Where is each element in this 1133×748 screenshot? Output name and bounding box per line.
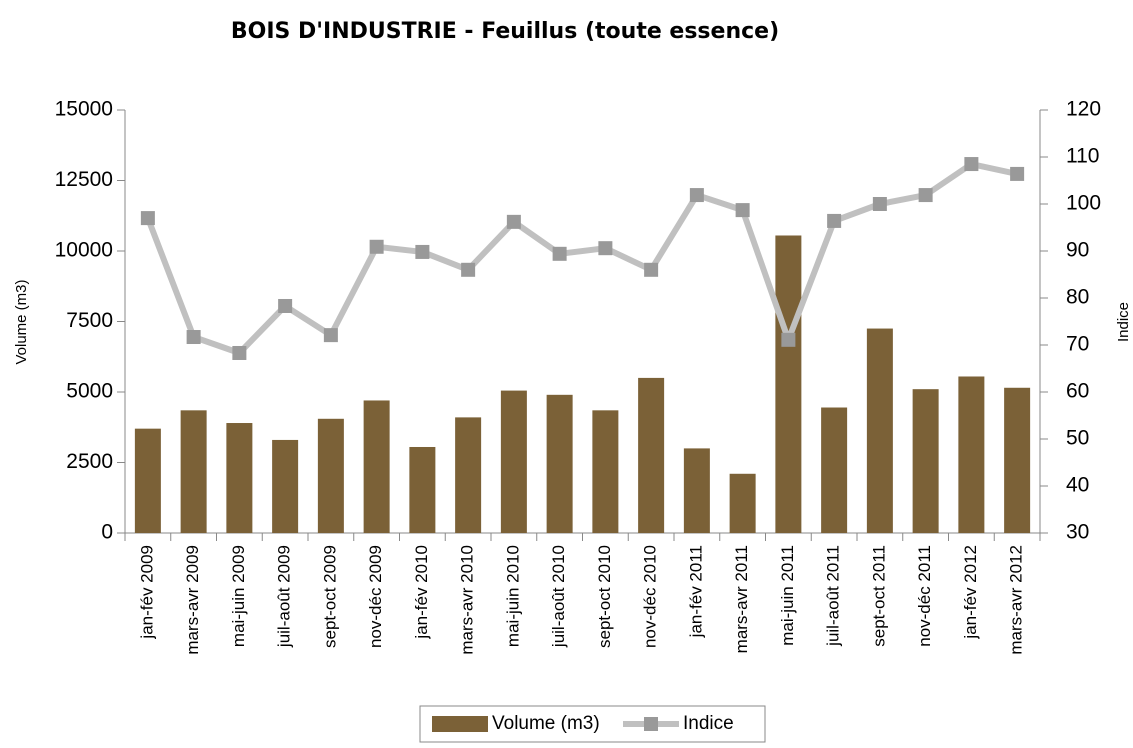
bar — [363, 400, 390, 533]
marker — [964, 157, 979, 172]
bar — [729, 473, 756, 533]
y-axis-label: Volume (m3) — [13, 279, 30, 364]
y2-tick-label: 90 — [1066, 239, 1089, 262]
bar — [866, 328, 893, 533]
x-tick-label: jan-fév 2012 — [961, 545, 980, 640]
y-tick-label: 12500 — [55, 168, 113, 191]
x-tick-label: mai-juin 2009 — [229, 545, 248, 647]
y2-tick-label: 110 — [1066, 145, 1099, 168]
bar — [958, 376, 985, 533]
y-tick-label: 2500 — [66, 450, 113, 473]
marker — [506, 214, 521, 229]
bar — [409, 446, 436, 533]
x-tick-label: nov-déc 2009 — [366, 545, 385, 648]
bar — [317, 418, 344, 533]
marker — [689, 188, 704, 203]
y2-axis-label: Indice — [1115, 302, 1132, 342]
marker — [186, 330, 201, 345]
marker — [918, 188, 933, 203]
bar — [821, 407, 848, 533]
bar — [683, 448, 710, 533]
bar — [226, 423, 253, 533]
y2-tick-label: 50 — [1066, 427, 1089, 450]
y2-tick-label: 80 — [1066, 286, 1089, 309]
bar — [272, 439, 299, 533]
x-tick-label: mars-avr 2012 — [1007, 545, 1026, 655]
legend-label: Indice — [683, 713, 734, 734]
bar — [1004, 387, 1031, 533]
y-tick-label: 10000 — [55, 239, 113, 262]
x-tick-label: jan-fév 2011 — [686, 545, 705, 638]
x-tick-label: mars-avr 2010 — [458, 545, 477, 655]
bar — [180, 410, 207, 533]
marker — [735, 203, 750, 218]
legend-marker — [644, 717, 658, 731]
x-tick-label: juil-août 2011 — [824, 545, 843, 647]
bar — [638, 377, 665, 533]
y2-tick-label: 100 — [1066, 192, 1101, 215]
x-tick-label: nov-déc 2011 — [915, 545, 934, 647]
marker — [461, 262, 476, 277]
y2-tick-label: 60 — [1066, 380, 1089, 403]
bar — [134, 428, 161, 533]
marker — [140, 211, 155, 226]
marker — [369, 239, 384, 254]
x-tick-label: juil-août 2009 — [275, 545, 294, 648]
x-tick-label: mars-avr 2009 — [183, 545, 202, 655]
bar — [912, 389, 939, 533]
y-tick-label: 5000 — [66, 380, 113, 403]
marker — [781, 332, 796, 347]
x-tick-label: mars-avr 2011 — [732, 545, 751, 653]
x-tick-label: sept-oct 2009 — [320, 545, 339, 648]
bar — [500, 390, 527, 533]
y-tick-label: 7500 — [66, 309, 113, 332]
x-tick-label: sept-oct 2011 — [869, 545, 888, 647]
x-tick-label: jan-fév 2009 — [137, 545, 156, 640]
marker — [872, 197, 887, 211]
marker — [278, 298, 293, 313]
chart-title: BOIS D'INDUSTRIE - Feuillus (toute essen… — [231, 19, 779, 44]
marker — [644, 262, 659, 277]
marker — [323, 328, 338, 343]
legend-swatch — [432, 716, 488, 732]
marker — [598, 241, 613, 256]
bar — [592, 410, 619, 533]
y2-tick-label: 70 — [1066, 333, 1089, 356]
y2-tick-label: 40 — [1066, 474, 1089, 497]
legend-label: Volume (m3) — [492, 713, 600, 734]
bar — [546, 394, 573, 533]
line — [145, 161, 1018, 356]
bar — [455, 417, 482, 533]
bar — [775, 235, 802, 534]
marker — [552, 246, 567, 261]
marker — [827, 213, 842, 228]
y2-tick-label: 120 — [1066, 98, 1101, 121]
x-tick-label: mai-juin 2011 — [778, 545, 797, 646]
marker — [415, 244, 430, 259]
marker — [1010, 166, 1025, 181]
y-tick-label: 15000 — [55, 98, 113, 121]
x-tick-label: juil-août 2010 — [549, 545, 568, 648]
x-tick-label: jan-fév 2010 — [412, 545, 431, 640]
y-tick-label: 0 — [101, 521, 113, 544]
y2-tick-label: 30 — [1066, 521, 1089, 544]
x-tick-label: nov-déc 2010 — [641, 545, 660, 648]
x-tick-label: sept-oct 2010 — [595, 545, 614, 648]
x-tick-label: mai-juin 2010 — [503, 545, 522, 647]
marker — [232, 345, 247, 360]
